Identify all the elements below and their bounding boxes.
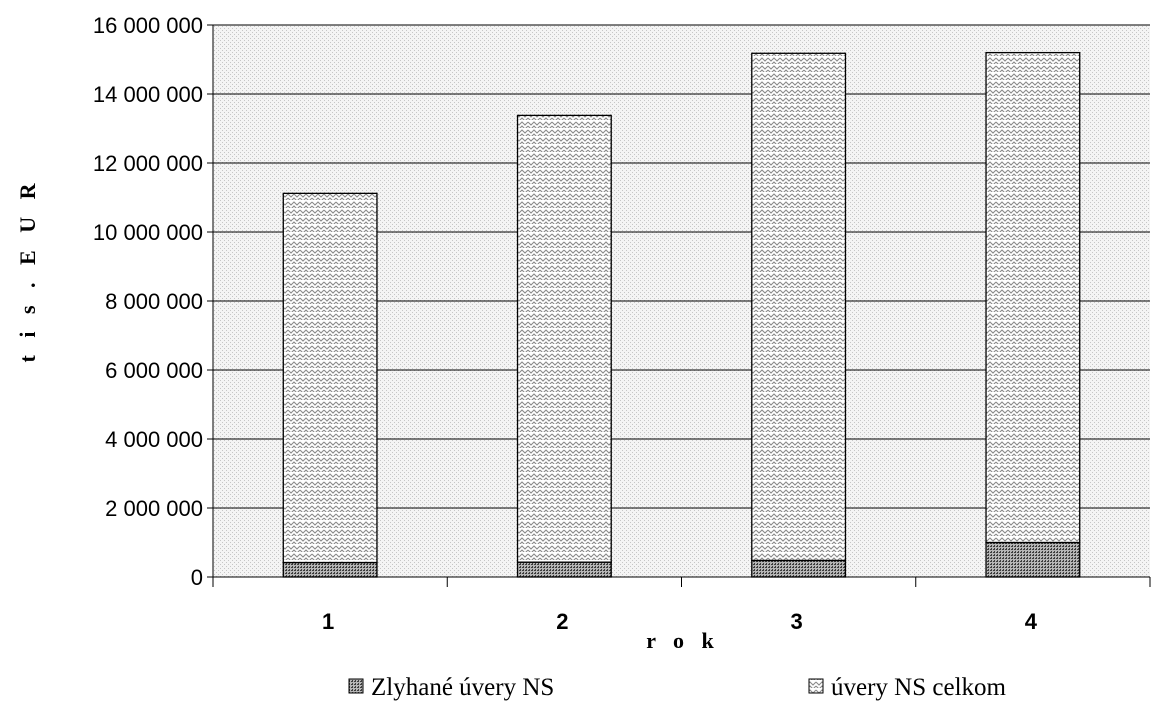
x-tick-label: 4 bbox=[1025, 609, 1038, 634]
y-tick-label: 4 000 000 bbox=[105, 427, 203, 452]
x-tick-label: 2 bbox=[556, 609, 568, 634]
legend-label-zlyhane: Zlyhané úvery NS bbox=[371, 674, 554, 701]
y-tick-label: 14 000 000 bbox=[93, 82, 203, 107]
bar-celkom-4 bbox=[985, 51, 1081, 544]
x-tick-label: 1 bbox=[322, 609, 334, 634]
x-axis-title: r o k bbox=[646, 628, 720, 653]
legend-label-celkom: úvery NS celkom bbox=[831, 674, 1007, 701]
legend-item-celkom: úvery NS celkom bbox=[808, 674, 1007, 701]
bar-zlyhane-1 bbox=[282, 561, 378, 578]
axes bbox=[207, 24, 1151, 587]
bar-zlyhane-3 bbox=[751, 559, 847, 578]
legend-swatch-zlyhane bbox=[348, 678, 364, 694]
bar-celkom-3 bbox=[751, 52, 847, 562]
y-axis-title: t i s . E U R bbox=[15, 178, 40, 363]
legend-swatch-celkom bbox=[808, 678, 824, 694]
y-tick-labels: 0 2 000 000 4 000 000 6 000 000 8 000 000 10 … bbox=[93, 13, 203, 590]
y-tick-label: 0 bbox=[191, 565, 203, 590]
bars bbox=[282, 51, 1081, 578]
x-tick-labels: 1 2 3 4 bbox=[322, 609, 1038, 634]
x-tick-label: 3 bbox=[791, 609, 803, 634]
bar-celkom-2 bbox=[516, 114, 612, 563]
y-tick-label: 8 000 000 bbox=[105, 289, 203, 314]
y-tick-label: 10 000 000 bbox=[93, 220, 203, 245]
y-tick-label: 12 000 000 bbox=[93, 151, 203, 176]
bar-zlyhane-4 bbox=[985, 541, 1081, 578]
y-tick-label: 2 000 000 bbox=[105, 496, 203, 521]
legend: Zlyhané úvery NS úvery NS celkom bbox=[348, 674, 1007, 701]
y-tick-label: 6 000 000 bbox=[105, 358, 203, 383]
bar-zlyhane-2 bbox=[516, 561, 612, 578]
y-tick-label: 16 000 000 bbox=[93, 13, 203, 38]
bar-celkom-1 bbox=[282, 192, 378, 564]
legend-item-zlyhane: Zlyhané úvery NS bbox=[348, 674, 554, 701]
